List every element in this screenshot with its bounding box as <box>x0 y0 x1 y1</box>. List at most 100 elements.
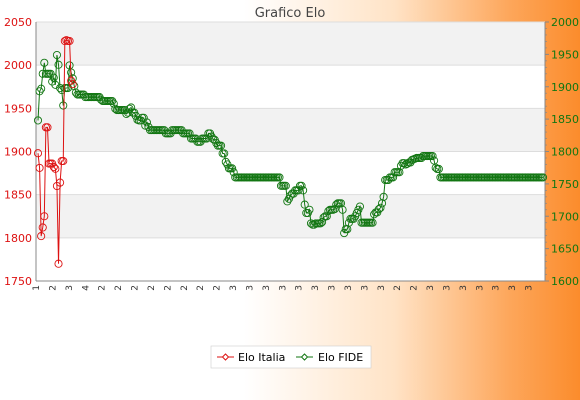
x-tick-label: 1 <box>32 285 42 291</box>
data-point-fide <box>221 157 230 166</box>
legend-box <box>210 345 372 369</box>
data-point-fide <box>395 168 404 177</box>
data-point-fide <box>217 141 226 150</box>
x-tick-label: 2 <box>147 285 157 291</box>
x-tick-label: 2 <box>180 285 190 291</box>
y-right-tick-label: 1850 <box>551 113 579 126</box>
data-point-fide <box>35 87 44 96</box>
data-point-italia <box>60 36 69 46</box>
data-point-fide <box>109 99 118 108</box>
data-point-fide <box>108 96 117 106</box>
band <box>36 108 545 152</box>
x-tick-label: 3 <box>262 285 272 291</box>
x-tick-label: 3 <box>377 285 387 291</box>
data-point-fide <box>355 202 364 211</box>
y-right-tick-label: 1950 <box>551 48 579 61</box>
data-point-fide <box>142 118 151 127</box>
x-tick-label: 3 <box>426 285 436 291</box>
band <box>36 22 545 66</box>
x-tick-label: 2 <box>131 285 141 291</box>
data-point-italia <box>56 178 65 187</box>
x-tick-label: 3 <box>525 285 535 291</box>
x-tick-label: 2 <box>48 285 58 291</box>
x-tick-label: 3 <box>344 285 354 291</box>
data-point-fide <box>68 74 77 83</box>
data-point-fide <box>400 159 409 168</box>
y-right-tick-label: 1750 <box>551 178 579 191</box>
x-tick-label: 3 <box>442 285 452 291</box>
data-point-fide <box>56 83 65 93</box>
data-point-italia <box>40 212 49 221</box>
legend-label-fide: Elo FIDE <box>318 351 363 364</box>
y-left-tick-label: 1900 <box>4 146 32 159</box>
x-tick-label: 3 <box>360 285 370 291</box>
plot-area <box>33 36 548 268</box>
data-point-fide <box>377 199 387 208</box>
x-tick-label: 3 <box>245 285 255 291</box>
data-point-fide <box>37 84 46 93</box>
data-point-italia <box>43 123 52 132</box>
data-point-fide <box>297 181 306 190</box>
x-tick-label: 2 <box>98 285 108 291</box>
data-point-fide <box>428 151 437 161</box>
x-tick-label: 3 <box>492 285 502 291</box>
x-tick-label: 2 <box>393 285 403 291</box>
y-left-tick-label: 1850 <box>4 189 32 202</box>
x-tick-label: 3 <box>229 285 239 291</box>
data-point-fide <box>322 212 331 221</box>
data-point-fide <box>275 173 284 182</box>
data-point-fide <box>281 181 290 190</box>
data-point-fide <box>338 205 347 214</box>
data-point-italia <box>38 223 47 232</box>
x-tick-label: 2 <box>410 285 420 291</box>
x-tick-label: 3 <box>311 285 321 291</box>
data-point-fide <box>368 218 377 227</box>
y-left-tick-label: 2000 <box>4 59 32 72</box>
data-point-fide <box>343 225 352 234</box>
legend-marker-fide <box>300 353 309 361</box>
x-tick-label: 4 <box>81 285 91 291</box>
y-right-tick-label: 2000 <box>551 16 579 29</box>
data-point-fide <box>228 164 237 173</box>
x-tick-label: 3 <box>295 285 305 291</box>
y-axis-left: 1750 1800 1850 1900 1950 2000 2050 <box>4 16 37 288</box>
legend: Elo Italia Elo FIDE <box>210 345 372 369</box>
x-tick-label: 2 <box>213 285 223 291</box>
data-point-fide <box>379 192 388 201</box>
legend-label-italia: Elo Italia <box>238 351 285 364</box>
data-point-fide <box>336 199 346 208</box>
x-tick-label: 2 <box>114 285 124 291</box>
data-point-italia <box>62 36 71 45</box>
data-point-fide <box>299 186 308 195</box>
data-point-italia <box>33 149 43 158</box>
y-left-tick-label: 1750 <box>4 275 32 288</box>
chart-title: Grafico Elo <box>255 6 326 21</box>
data-point-italia <box>68 80 77 89</box>
x-tick-label: 2 <box>163 285 173 291</box>
y-right-tick-label: 1600 <box>551 275 579 288</box>
y-right-tick-label: 1800 <box>551 146 579 159</box>
y-right-tick-label: 1700 <box>551 210 579 223</box>
data-point-fide <box>538 173 548 182</box>
data-point-fide <box>40 58 49 67</box>
x-tick-label: 3 <box>328 285 338 291</box>
y-left-tick-label: 2050 <box>4 16 32 29</box>
x-tick-label: 3 <box>278 285 288 291</box>
data-point-fide <box>305 205 314 214</box>
data-point-italia <box>49 162 58 172</box>
legend-item-fide: Elo FIDE <box>296 351 363 364</box>
data-point-italia <box>37 232 46 241</box>
data-point-fide <box>220 149 229 158</box>
data-point-italia <box>51 164 60 173</box>
data-point-italia <box>59 156 68 166</box>
data-point-fide <box>376 203 385 212</box>
y-left-tick-label: 1950 <box>4 102 32 115</box>
x-tick-label: 3 <box>475 285 485 291</box>
data-point-italia <box>54 259 63 268</box>
series-fide <box>33 50 548 238</box>
data-point-fide <box>52 50 61 60</box>
y-right-tick-label: 1650 <box>551 243 579 256</box>
